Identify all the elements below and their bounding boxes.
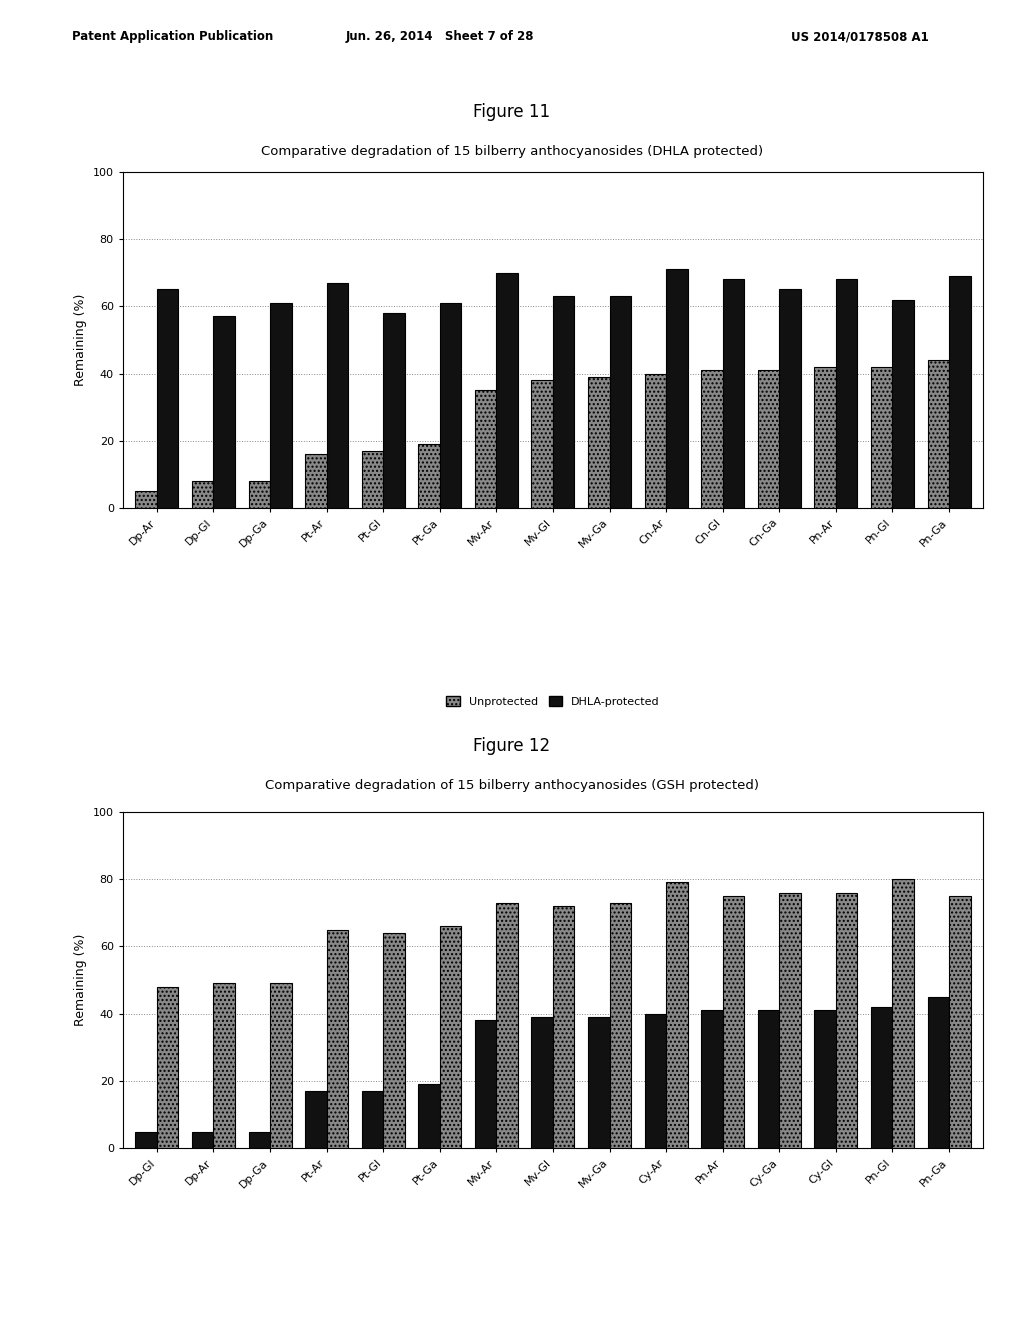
Bar [928, 997, 949, 1148]
Bar [553, 296, 574, 508]
Bar [157, 289, 178, 508]
Bar [157, 987, 178, 1148]
Bar [270, 983, 292, 1148]
Bar [588, 378, 609, 508]
Text: Jun. 26, 2014   Sheet 7 of 28: Jun. 26, 2014 Sheet 7 of 28 [346, 30, 535, 44]
Text: Patent Application Publication: Patent Application Publication [72, 30, 273, 44]
Bar [949, 896, 971, 1148]
Bar [135, 491, 157, 508]
Bar [249, 1131, 270, 1148]
Bar [701, 1010, 723, 1148]
Text: Figure 12: Figure 12 [473, 737, 551, 755]
Bar [439, 302, 461, 508]
Bar [439, 927, 461, 1148]
Bar [213, 317, 234, 508]
Bar [814, 1010, 836, 1148]
Bar [327, 929, 348, 1148]
Bar [475, 1020, 497, 1148]
Bar [418, 1085, 439, 1148]
Bar [191, 1131, 213, 1148]
Bar [701, 370, 723, 508]
Bar [270, 302, 292, 508]
Bar [191, 482, 213, 508]
Bar [949, 276, 971, 508]
Bar [497, 903, 518, 1148]
Bar [928, 360, 949, 508]
Text: Comparative degradation of 15 bilberry anthocyanosides (GSH protected): Comparative degradation of 15 bilberry a… [265, 779, 759, 792]
Bar [723, 280, 744, 508]
Bar [609, 903, 631, 1148]
Bar [758, 370, 779, 508]
Bar [135, 1131, 157, 1148]
Bar [667, 883, 688, 1148]
Y-axis label: Remaining (%): Remaining (%) [75, 294, 87, 385]
Bar [871, 1007, 893, 1148]
Bar [893, 300, 914, 508]
Bar [645, 374, 667, 508]
Legend: Unprotected, DHLA-protected: Unprotected, DHLA-protected [442, 692, 664, 711]
Bar [531, 380, 553, 508]
Bar [758, 1010, 779, 1148]
Text: US 2014/0178508 A1: US 2014/0178508 A1 [792, 30, 929, 44]
Bar [871, 367, 893, 508]
Bar [779, 289, 801, 508]
Bar [814, 367, 836, 508]
Text: Comparative degradation of 15 bilberry anthocyanosides (DHLA protected): Comparative degradation of 15 bilberry a… [261, 145, 763, 158]
Bar [305, 1092, 327, 1148]
Text: Figure 11: Figure 11 [473, 103, 551, 121]
Bar [836, 892, 857, 1148]
Bar [213, 983, 234, 1148]
Bar [553, 906, 574, 1148]
Bar [361, 451, 383, 508]
Bar [418, 445, 439, 508]
Bar [645, 1014, 667, 1148]
Bar [383, 933, 404, 1148]
Bar [531, 1018, 553, 1148]
Bar [249, 482, 270, 508]
Y-axis label: Remaining (%): Remaining (%) [75, 935, 87, 1026]
Bar [327, 282, 348, 508]
Bar [609, 296, 631, 508]
Bar [723, 896, 744, 1148]
Bar [497, 272, 518, 508]
Bar [779, 892, 801, 1148]
Bar [383, 313, 404, 508]
Bar [305, 454, 327, 508]
Bar [475, 391, 497, 508]
Bar [667, 269, 688, 508]
Bar [836, 280, 857, 508]
Bar [893, 879, 914, 1148]
Bar [588, 1018, 609, 1148]
Bar [361, 1092, 383, 1148]
